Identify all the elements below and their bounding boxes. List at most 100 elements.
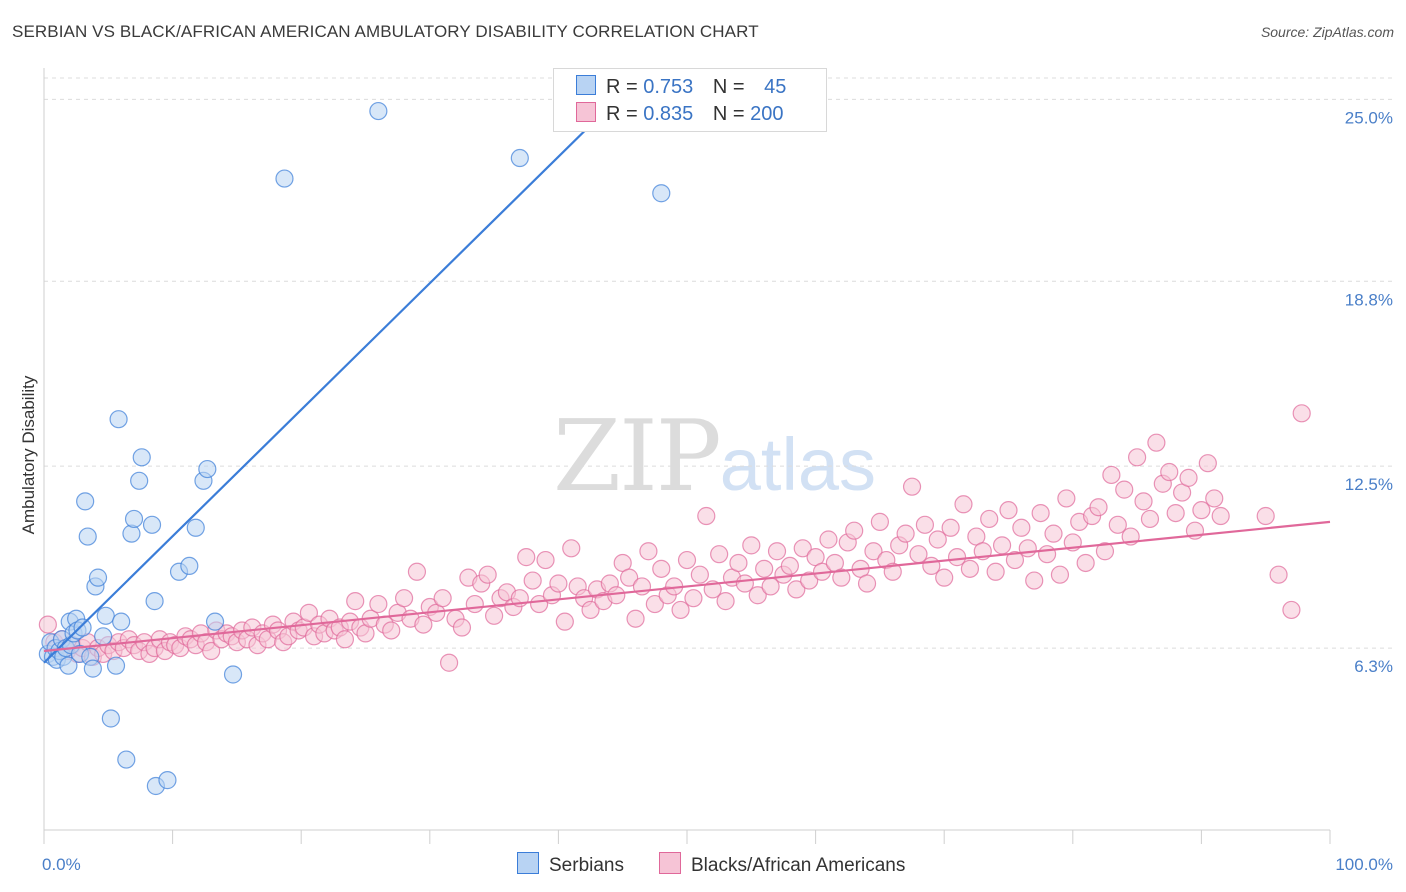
- blacks-point: [433, 589, 452, 608]
- blacks-point: [716, 592, 735, 611]
- blacks-r-value: 0.835: [643, 103, 694, 125]
- serbians-point: [510, 148, 529, 168]
- y-tick-label: 12.5%: [1345, 475, 1393, 494]
- y-tick-label: 25.0%: [1345, 108, 1393, 127]
- blacks-point: [407, 562, 427, 581]
- serbians-points: [38, 101, 671, 796]
- bottom-legend-blacks[interactable]: Blacks/African Americans: [659, 852, 905, 877]
- serbians-legend-swatch: [517, 852, 539, 874]
- serbians-point: [96, 606, 115, 625]
- blacks-point: [1192, 501, 1211, 520]
- serbians-point: [142, 515, 162, 534]
- correlation-legend: R = 0.753 N = 45 R = 0.835 N = 200: [553, 68, 827, 132]
- legend-row-blacks: R = 0.835 N = 200: [576, 102, 784, 128]
- serbians-point: [94, 627, 113, 646]
- blacks-points: [38, 404, 1311, 672]
- blacks-point: [800, 571, 819, 590]
- blacks-point: [857, 574, 877, 593]
- blacks-point: [677, 550, 697, 570]
- legend-row-serbians: R = 0.753 N = 45: [576, 75, 786, 101]
- blacks-point: [1031, 503, 1050, 523]
- y-axis-title: Ambulatory Disability: [19, 375, 38, 534]
- blacks-point: [335, 630, 355, 649]
- blacks-point: [832, 568, 851, 587]
- blacks-point: [1269, 565, 1288, 584]
- blacks-point: [870, 512, 890, 531]
- x-tick-label-min: 0.0%: [42, 855, 81, 874]
- blacks-point: [684, 589, 703, 608]
- serbians-point: [109, 410, 128, 429]
- blacks-point: [1102, 465, 1121, 485]
- serbians-point: [83, 659, 102, 678]
- serbians-point: [73, 618, 92, 637]
- blacks-point: [1160, 462, 1179, 482]
- blacks-point: [1198, 454, 1217, 473]
- serbians-point: [145, 592, 164, 611]
- watermark-zip: ZIP: [553, 400, 722, 514]
- serbians-point: [106, 656, 126, 675]
- serbians-point: [124, 509, 144, 529]
- blacks-point: [845, 521, 864, 540]
- blacks-point: [780, 556, 799, 576]
- blacks-point: [767, 542, 787, 561]
- serbians-point: [180, 556, 199, 576]
- blacks-point: [369, 594, 388, 614]
- blacks-point: [710, 545, 729, 564]
- serbians-n-label: N =: [712, 76, 745, 98]
- blacks-point: [485, 606, 504, 625]
- blacks-point: [793, 539, 812, 558]
- blacks-point: [960, 559, 980, 578]
- blacks-point: [896, 524, 915, 543]
- trend-lines: [43, 92, 1331, 664]
- blacks-point: [555, 612, 574, 631]
- blacks-point: [883, 562, 902, 581]
- axis-labels: 6.3% 12.5% 18.8% 25.0% 0.0% 100.0% Ambulatory …: [19, 108, 1393, 874]
- blacks-point: [1256, 506, 1275, 526]
- blacks-point: [523, 571, 542, 590]
- blacks-point: [394, 589, 414, 608]
- blacks-point: [1134, 492, 1153, 511]
- blacks-point: [1005, 550, 1025, 570]
- x-tick-label-max: 100.0%: [1335, 855, 1393, 874]
- blacks-point: [1282, 600, 1301, 620]
- source-label[interactable]: Source: ZipAtlas.com: [1260, 24, 1394, 40]
- blacks-point: [671, 600, 690, 620]
- blacks-point: [697, 506, 716, 526]
- blacks-point: [652, 559, 671, 578]
- serbians-point: [186, 518, 205, 537]
- blacks-point: [346, 592, 365, 611]
- blacks-point: [1012, 518, 1031, 537]
- serbians-legend-label: Serbians: [549, 855, 624, 876]
- serbians-point: [158, 771, 177, 790]
- blacks-point: [742, 536, 761, 555]
- blacks-point: [581, 600, 600, 620]
- blacks-point: [1166, 503, 1185, 523]
- serbians-point: [117, 750, 136, 769]
- blacks-point: [748, 586, 767, 605]
- blacks-point: [452, 618, 472, 637]
- serbians-trend-line: [43, 92, 624, 664]
- blacks-point: [478, 565, 497, 584]
- serbians-point: [76, 492, 95, 511]
- blacks-point: [1127, 448, 1147, 467]
- serbians-point: [78, 527, 97, 546]
- blacks-point: [986, 562, 1005, 581]
- blacks-point: [935, 568, 954, 587]
- serbians-point: [652, 184, 671, 203]
- blacks-point: [517, 548, 536, 567]
- blacks-point: [382, 621, 401, 640]
- blacks-point: [1205, 489, 1224, 508]
- blacks-point: [1147, 433, 1166, 452]
- blacks-point: [1076, 553, 1095, 573]
- blacks-n-label: N =: [712, 103, 745, 125]
- axes: [43, 68, 1331, 844]
- blacks-point: [1025, 571, 1044, 590]
- serbians-r-value: 0.753: [643, 76, 694, 98]
- blacks-point: [639, 542, 658, 561]
- blacks-point: [980, 509, 999, 529]
- watermark-atlas: atlas: [719, 423, 877, 506]
- serbians-point: [112, 612, 131, 631]
- blacks-point: [549, 574, 568, 593]
- bottom-legend-serbians[interactable]: Serbians: [517, 852, 624, 877]
- blacks-point: [1057, 489, 1076, 508]
